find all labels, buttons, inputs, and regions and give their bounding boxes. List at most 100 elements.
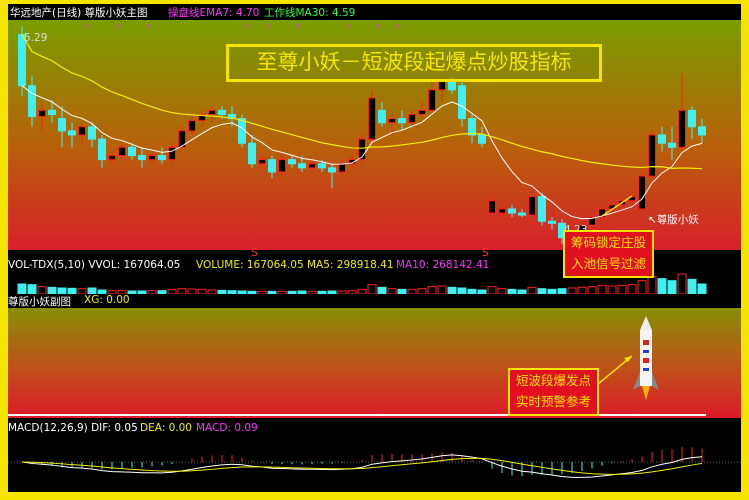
candle-body [68,130,76,136]
candle-body [378,109,386,124]
signal-marker: x [116,21,121,30]
dif-value: DIF: 0.05 [91,422,138,434]
volume-bar [387,288,397,294]
xg-value: XG: 0.00 [84,294,130,306]
sub-label: 尊版小妖副图 [8,296,71,308]
ma10-value: MA10: 268142.41 [396,259,490,271]
volume-bar [377,286,387,294]
volume-bar [597,284,607,294]
candle-body [288,159,296,165]
sub-indicator-panel[interactable]: 尊版小妖副图 XG: 0.00 短波段爆发点 实时预警参考 [8,294,741,418]
note-line: 实时预警参考 [516,394,592,409]
chip-lock-note: 筹码锁定庄股 入池信号过滤 [563,230,655,278]
candle-body [488,200,496,214]
note-line: 短波段爆发点 [516,373,592,388]
volume-bar [367,284,377,294]
high-price-label: 5.29 [24,32,48,44]
candle-body [548,220,556,224]
candle-body [48,109,56,115]
candle-body [248,142,256,165]
candle-body [658,134,666,144]
volume-bar [617,284,627,294]
volume-bar [227,290,237,294]
volume-bar [577,286,587,294]
signal-marker: x [86,21,91,30]
volume-bar [237,290,247,294]
volume-bar [627,284,637,294]
sell-marker: S [251,247,258,259]
volume-bar [687,278,697,294]
volume-bar [417,288,427,294]
candle-body [98,138,106,161]
vol-title: VOL-TDX(5,10) [8,259,86,271]
candle-body [398,118,406,124]
signal-marker: x [266,21,271,30]
candle-body [338,163,346,173]
volume-bars [17,273,707,294]
macd-title: MACD(12,26,9) [8,422,88,434]
candle-body [298,163,306,169]
signal-marker: x [396,21,401,30]
candle-body [668,142,676,148]
candle-body [458,85,466,120]
signal-marker: x [246,21,251,30]
candle-body [208,109,216,115]
volume-bar [187,288,197,294]
candle-body [138,155,146,161]
volume-bar [697,283,707,294]
candle-body [238,118,246,144]
ma30-line [21,34,703,170]
volume-bar [427,286,437,294]
candle-body [218,109,226,115]
candle-body [108,155,116,161]
volume-text: VOLUME: 167064.05 [196,259,304,271]
volume-bar [537,288,547,294]
volume-bar [17,283,27,294]
signal-label: ↖尊版小妖 [648,214,699,226]
volume-bar [657,278,667,294]
volume-bar [677,273,687,294]
candle-body [78,126,86,136]
candle-body [698,126,706,136]
dif-line [21,454,703,478]
candle-body [88,126,96,140]
candle-body [638,175,646,210]
volume-bar [647,276,657,294]
sub-header [8,294,741,308]
dea-line [21,457,703,475]
macd-panel[interactable]: MACD(12,26,9) DIF: 0.05 DEA: 0.00 MACD: … [8,418,741,492]
indicator-banner: 至尊小妖－短波段起爆点炒股指标 [226,44,602,82]
volume-bar [477,289,487,294]
volume-value: VOLUME: 167064.05 MA5: 298918.41 [196,259,394,271]
volume-bar [527,286,537,294]
candle-body [278,159,286,173]
rocket-icon [597,316,659,400]
candle-body [328,167,336,173]
volume-bar [97,289,107,294]
volume-panel[interactable]: VOL-TDX(5,10) VVOL: 167064.05 VOLUME: 16… [8,247,741,294]
sell-marker: S [482,247,489,259]
candle-body [158,155,166,161]
macd-chart [8,446,741,478]
macd-label: MACD(12,26,9) DIF: 0.05 [8,422,138,434]
candle-body [178,130,186,148]
signal-label-text: 尊版小妖 [656,214,699,226]
candle-body [448,81,456,91]
candle-body [428,89,436,111]
volume-bar [127,290,137,294]
volume-bar [87,287,97,294]
ema7-line [21,85,703,220]
volume-bar [117,290,127,294]
signal-marker: x [346,21,351,30]
volume-bar [177,288,187,294]
chart-title: 华远地产(日线) 尊版小妖主图 [10,7,148,19]
candle-body [258,159,266,165]
candle-body [318,163,326,169]
volume-bar [587,286,597,294]
vvol-value: VVOL: 167064.05 [88,259,181,271]
candle-body [498,208,506,214]
candle-body [348,159,356,165]
baseline [8,414,706,416]
volume-bar [497,288,507,294]
